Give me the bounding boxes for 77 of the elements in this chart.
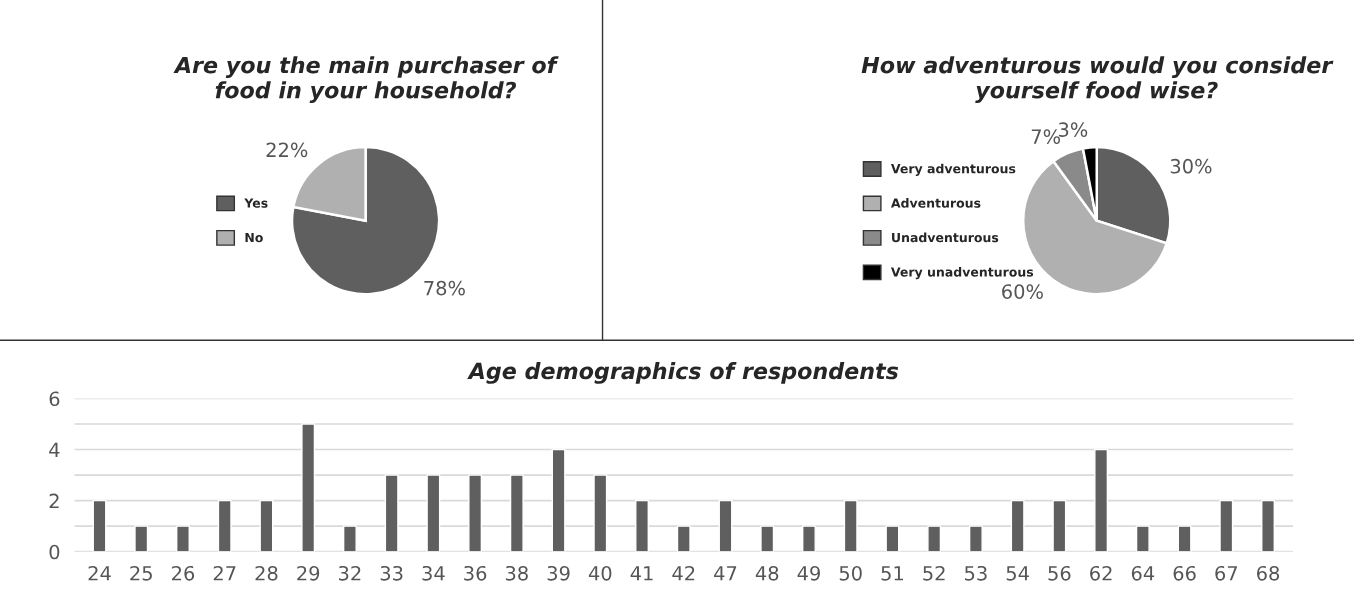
x-tick-label: 64	[1131, 565, 1155, 581]
bar	[176, 525, 190, 552]
bar	[217, 499, 232, 552]
data-label: 30%	[1170, 158, 1212, 174]
bar	[802, 525, 816, 552]
y-tick-label: 6	[49, 391, 60, 407]
bar	[468, 474, 483, 552]
x-tick-label: 56	[1048, 565, 1071, 581]
x-tick-label: 26	[172, 565, 195, 581]
x-tick-label: 33	[380, 565, 403, 581]
chart-title: Age demographics of respondents	[467, 362, 899, 384]
chart-title: Are you the main purchaser of food in your household?	[173, 56, 559, 103]
x-tick-label: 48	[755, 565, 779, 581]
x-tick-label: 24	[88, 565, 111, 581]
bar	[718, 499, 733, 552]
data-label: 3%	[1058, 122, 1088, 137]
x-tick-label: 51	[881, 566, 904, 581]
x-tick-label: 28	[255, 565, 278, 581]
bar	[968, 525, 983, 552]
data-label: 22%	[266, 142, 308, 158]
x-tick-label: 25	[130, 565, 152, 581]
bar	[551, 448, 566, 552]
legend-label: Unadventurous	[892, 232, 999, 243]
x-tick-label: 36	[464, 565, 487, 581]
data-label: 78%	[424, 280, 465, 296]
x-tick-label: 53	[965, 565, 987, 581]
bar	[593, 474, 608, 552]
data-label: 7%	[1031, 129, 1061, 144]
x-tick-label: 54	[1006, 566, 1029, 581]
x-tick-label: 50	[839, 565, 862, 581]
bar	[509, 474, 524, 552]
x-tick-label: 66	[1173, 565, 1196, 581]
legend-label: No	[245, 232, 263, 243]
x-tick-label: 68	[1257, 565, 1280, 581]
y-tick-label: 0	[49, 544, 60, 560]
bar	[760, 525, 775, 552]
bar	[1261, 499, 1275, 552]
bar	[885, 525, 900, 552]
bar	[1094, 448, 1109, 552]
data-label: 60%	[1002, 284, 1043, 299]
bar	[342, 525, 357, 552]
x-tick-label: 32	[339, 565, 361, 581]
x-tick-label: 39	[547, 565, 570, 581]
bar	[1219, 499, 1234, 552]
legend-label: Yes	[244, 198, 268, 208]
bar	[843, 499, 858, 552]
x-tick-label: 29	[297, 565, 320, 581]
x-tick-label: 62	[1090, 565, 1112, 581]
y-tick-label: 2	[49, 493, 59, 508]
x-tick-label: 40	[588, 565, 612, 581]
bar	[92, 499, 107, 552]
x-tick-label: 49	[797, 565, 820, 581]
bar	[1010, 499, 1025, 552]
legend-label: Adventurous	[890, 198, 981, 208]
x-tick-label: 52	[923, 565, 945, 581]
y-tick-label: 4	[49, 442, 60, 457]
legend-label: Very adventurous	[890, 163, 1016, 176]
bar	[927, 525, 942, 552]
bar	[259, 499, 274, 552]
x-tick-label: 47	[714, 566, 737, 581]
x-tick-label: 42	[672, 565, 695, 581]
bar	[426, 474, 441, 552]
bar	[384, 474, 399, 552]
x-tick-label: 27	[213, 565, 236, 581]
x-tick-label: 38	[505, 565, 528, 581]
x-tick-label: 41	[630, 566, 653, 581]
x-tick-label: 34	[422, 565, 445, 581]
bar	[676, 525, 691, 552]
bar	[134, 525, 149, 552]
bar	[635, 499, 649, 552]
bar	[1052, 499, 1067, 552]
legend-label: Very unadventurous	[890, 266, 1034, 280]
bar	[301, 423, 316, 552]
bar	[1135, 525, 1150, 552]
chart-title: How adventurous would you consider yourself food wise?	[861, 56, 1334, 103]
bar	[1177, 525, 1192, 552]
x-tick-label: 67	[1215, 565, 1238, 581]
